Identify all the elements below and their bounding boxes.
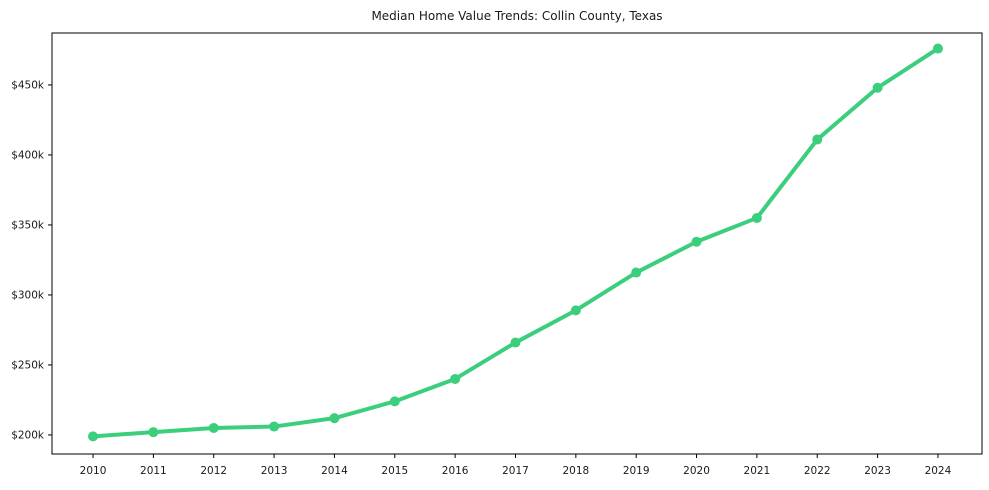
data-point-marker <box>872 82 883 93</box>
x-tick-label: 2011 <box>140 465 167 477</box>
data-line <box>91 46 940 439</box>
x-tick-label: 2020 <box>683 465 710 477</box>
data-point-marker <box>631 267 642 278</box>
data-point-marker <box>691 236 702 247</box>
x-tick-label: 2019 <box>623 465 650 477</box>
data-point-marker <box>450 373 461 384</box>
y-tick-label: $400k <box>11 149 45 161</box>
data-point-marker <box>932 43 943 54</box>
data-point-marker <box>329 413 340 424</box>
plot-frame <box>51 32 983 455</box>
x-tick-label: 2022 <box>804 465 831 477</box>
series-line <box>91 46 940 439</box>
x-tick-label: 2017 <box>502 465 529 477</box>
data-points <box>88 43 943 442</box>
x-tick-label: 2010 <box>80 465 107 477</box>
y-tick-label: $250k <box>11 359 45 371</box>
data-point-marker <box>751 212 762 223</box>
x-axis: 2010 2011 2012 2013 2014 2015 2016 2017 2018 2019… <box>80 454 952 477</box>
y-axis: $200k $250k $300k $350k $400k $450k <box>11 79 52 441</box>
data-point-marker <box>148 427 159 438</box>
data-point-marker <box>269 421 280 432</box>
data-point-marker <box>812 134 823 145</box>
x-tick-label: 2015 <box>381 465 408 477</box>
x-tick-label: 2018 <box>562 465 589 477</box>
y-tick-label: $450k <box>11 79 45 91</box>
y-tick-label: $300k <box>11 289 45 301</box>
x-tick-label: 2023 <box>864 465 891 477</box>
x-tick-label: 2013 <box>261 465 288 477</box>
data-point-marker <box>88 431 99 442</box>
chart-title: Median Home Value Trends: Collin County,… <box>371 9 663 23</box>
x-tick-label: 2021 <box>744 465 771 477</box>
data-point-marker <box>389 396 400 407</box>
x-tick-label: 2016 <box>442 465 469 477</box>
y-tick-label: $200k <box>11 429 45 441</box>
data-point-marker <box>570 305 581 316</box>
x-tick-label: 2024 <box>925 465 952 477</box>
x-tick-label: 2012 <box>200 465 227 477</box>
x-tick-label: 2014 <box>321 465 348 477</box>
y-tick-label: $350k <box>11 219 45 231</box>
data-point-marker <box>208 422 219 433</box>
data-point-marker <box>510 337 521 348</box>
